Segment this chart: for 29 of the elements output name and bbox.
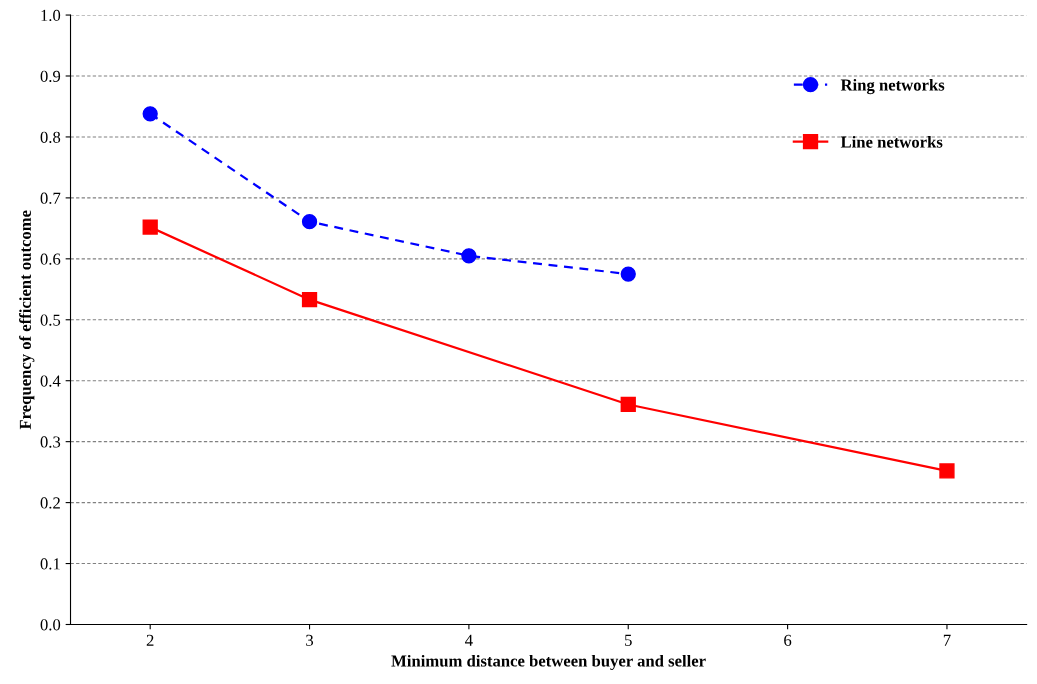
x-tick-label: 4 [465, 634, 473, 646]
y-tick-label: 0.1 [40, 558, 60, 570]
y-tick-label: 0.5 [40, 314, 61, 326]
point [939, 463, 955, 479]
y-tick-label: 1.0 [41, 9, 61, 22]
y-tick-label: 0.6 [40, 253, 61, 265]
point [142, 219, 158, 235]
point [142, 106, 158, 122]
point [620, 396, 636, 413]
legend-label: Ring networks [840, 78, 945, 95]
x-tick-label: 6 [784, 634, 792, 646]
y-tick-label: 0.8 [40, 131, 61, 143]
y-axis-title: Frequency of efficient outcome [19, 210, 35, 430]
legend-label: Line networks [840, 135, 943, 148]
y-tick-label: 0.0 [40, 619, 61, 631]
y-tick-label: 0.4 [40, 375, 61, 387]
point [620, 266, 636, 282]
point [301, 292, 318, 308]
y-tick-label: 0.3 [40, 436, 61, 448]
point [301, 214, 318, 230]
y-tick-label: 0.7 [40, 192, 61, 204]
y-tick-label: 0.9 [40, 70, 61, 83]
x-tick-label: 2 [146, 634, 154, 646]
y-tick-label: 0.2 [40, 497, 60, 509]
point [461, 248, 477, 264]
x-tick-label: 7 [943, 634, 951, 646]
x-axis-title: Minimum distance between buyer and seller [391, 654, 706, 671]
x-tick-label: 3 [306, 634, 314, 646]
x-tick-label: 5 [625, 634, 632, 646]
